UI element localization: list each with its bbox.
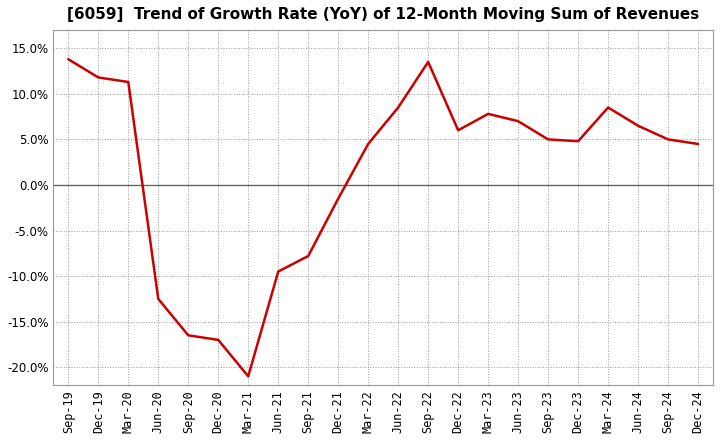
Title: [6059]  Trend of Growth Rate (YoY) of 12-Month Moving Sum of Revenues: [6059] Trend of Growth Rate (YoY) of 12-… [67,7,699,22]
